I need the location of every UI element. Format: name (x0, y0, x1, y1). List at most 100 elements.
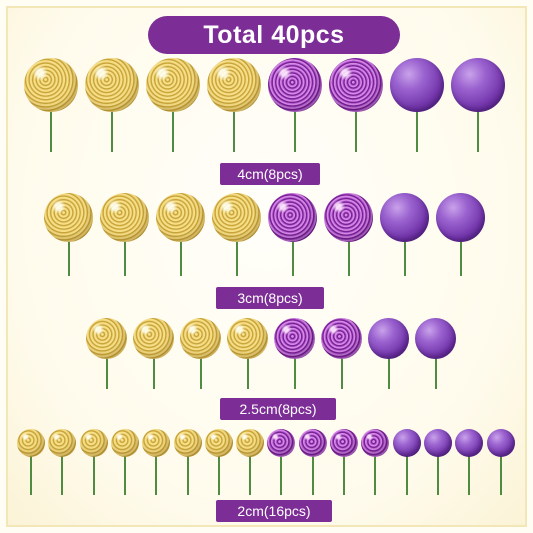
size-row-3cm (0, 193, 533, 276)
purple-pearl-ball (368, 318, 409, 359)
gold-glitter-ball (24, 58, 78, 112)
gold-glitter-ball (227, 318, 268, 359)
purple-glitter-cake-topper (268, 193, 317, 276)
purple-glitter-cake-topper (267, 429, 296, 495)
purple-glitter-ball (268, 58, 322, 112)
gold-glitter-cake-topper (156, 193, 205, 276)
purple-glitter-ball (321, 318, 362, 359)
gold-glitter-cake-topper (86, 318, 127, 389)
gold-glitter-cake-topper (146, 58, 200, 152)
topper-stick (186, 453, 189, 495)
purple-glitter-ball (361, 429, 390, 457)
topper-stick (123, 238, 126, 276)
size-label-3cm: 3cm(8pcs) (216, 287, 324, 309)
topper-stick (405, 453, 408, 495)
size-row-2-5cm (0, 318, 533, 389)
purple-pearl-ball (415, 318, 456, 359)
gold-glitter-cake-topper (212, 193, 261, 276)
gold-glitter-cake-topper (207, 58, 261, 152)
gold-glitter-ball (133, 318, 174, 359)
purple-pearl-ball (455, 429, 484, 457)
gold-glitter-ball (180, 318, 221, 359)
topper-stick (436, 453, 439, 495)
topper-stick (355, 108, 357, 152)
topper-stick (50, 108, 52, 152)
topper-stick (403, 238, 406, 276)
topper-stick (105, 355, 108, 389)
topper-stick (416, 108, 418, 152)
gold-glitter-ball (44, 193, 93, 242)
topper-stick (246, 355, 249, 389)
gold-glitter-cake-topper (24, 58, 78, 152)
topper-stick (199, 355, 202, 389)
purple-glitter-cake-topper (298, 429, 327, 495)
topper-stick (30, 453, 32, 495)
purple-glitter-ball (298, 429, 327, 457)
topper-stick (477, 108, 479, 152)
topper-stick (61, 453, 64, 495)
gold-glitter-cake-topper (236, 429, 265, 495)
size-label-2-5cm: 2.5cm(8pcs) (220, 398, 336, 420)
gold-glitter-ball (236, 429, 265, 457)
gold-glitter-ball (100, 193, 149, 242)
topper-stick (294, 108, 296, 152)
gold-glitter-ball (146, 58, 200, 112)
purple-glitter-cake-topper (274, 318, 315, 389)
size-row-4cm (0, 58, 533, 152)
purple-pearl-cake-topper (380, 193, 429, 276)
gold-glitter-cake-topper (48, 429, 77, 495)
purple-pearl-cake-topper (392, 429, 421, 495)
purple-pearl-cake-topper (390, 58, 444, 152)
purple-glitter-ball (330, 429, 358, 457)
purple-pearl-cake-topper (368, 318, 409, 389)
purple-glitter-ball (274, 318, 315, 359)
topper-stick (374, 453, 377, 495)
purple-pearl-ball (436, 193, 485, 242)
topper-stick (179, 238, 182, 276)
purple-pearl-cake-topper (423, 429, 452, 495)
gold-glitter-ball (79, 429, 108, 457)
topper-stick (111, 108, 113, 152)
size-row-2cm (0, 429, 533, 495)
total-title-badge: Total 40pcs (148, 16, 400, 54)
purple-glitter-cake-topper (321, 318, 362, 389)
gold-glitter-ball (204, 429, 233, 457)
purple-pearl-ball (423, 429, 452, 457)
topper-stick (155, 453, 158, 495)
gold-glitter-ball (17, 429, 45, 457)
purple-glitter-cake-topper (324, 193, 373, 276)
topper-stick (152, 355, 155, 389)
topper-stick (280, 453, 283, 495)
gold-glitter-cake-topper (110, 429, 139, 495)
topper-stick (293, 355, 296, 389)
topper-stick (172, 108, 174, 152)
gold-glitter-ball (212, 193, 261, 242)
purple-pearl-ball (380, 193, 429, 242)
purple-pearl-cake-topper (436, 193, 485, 276)
gold-glitter-ball (207, 58, 261, 112)
topper-stick (343, 453, 345, 495)
purple-pearl-cake-topper (451, 58, 505, 152)
gold-glitter-cake-topper (44, 193, 93, 276)
topper-stick (291, 238, 294, 276)
purple-glitter-cake-topper (361, 429, 390, 495)
topper-stick (217, 453, 220, 495)
topper-stick (233, 108, 235, 152)
purple-pearl-ball (390, 58, 444, 112)
gold-glitter-ball (156, 193, 205, 242)
topper-stick (499, 453, 502, 495)
gold-glitter-cake-topper (79, 429, 108, 495)
size-label-2cm: 2cm(16pcs) (216, 500, 332, 522)
gold-glitter-ball (48, 429, 77, 457)
purple-glitter-cake-topper (268, 58, 322, 152)
purple-pearl-cake-topper (486, 429, 515, 495)
purple-glitter-ball (324, 193, 373, 242)
purple-glitter-ball (329, 58, 383, 112)
gold-glitter-cake-topper (85, 58, 139, 152)
gold-glitter-cake-topper (100, 193, 149, 276)
topper-stick (249, 453, 252, 495)
purple-pearl-cake-topper (415, 318, 456, 389)
topper-stick (459, 238, 462, 276)
purple-pearl-ball (451, 58, 505, 112)
gold-glitter-cake-topper (204, 429, 233, 495)
